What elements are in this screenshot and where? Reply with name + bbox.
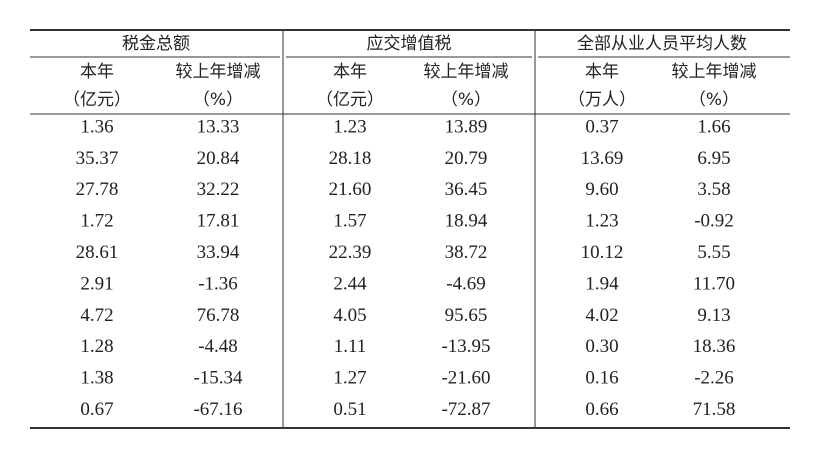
cell: 5.55 <box>697 242 730 263</box>
column-header: （%） <box>193 90 243 110</box>
cell: 22.39 <box>329 242 372 263</box>
cell: 28.61 <box>76 242 119 263</box>
cell: 4.05 <box>333 305 366 326</box>
cell: 2.44 <box>333 273 367 294</box>
cell: 18.94 <box>445 211 488 232</box>
cell: 0.67 <box>80 399 113 420</box>
cell: 28.18 <box>329 148 372 169</box>
group-header: 税金总额 <box>122 34 190 54</box>
cell: 32.22 <box>197 179 240 200</box>
cell: 36.45 <box>445 179 488 200</box>
cell: 1.66 <box>697 116 730 137</box>
cell: -1.36 <box>198 273 238 294</box>
cell: 33.94 <box>197 242 240 263</box>
cell: 13.89 <box>445 116 488 137</box>
group-header: 应交增值税 <box>367 34 452 54</box>
cell: 9.13 <box>697 305 730 326</box>
cell: 1.38 <box>80 368 113 389</box>
group-header: 全部从业人员平均人数 <box>577 34 747 54</box>
cell: 0.16 <box>585 368 618 389</box>
cell: 35.37 <box>76 148 119 169</box>
cell: 1.94 <box>585 273 619 294</box>
cell: 0.51 <box>333 399 366 420</box>
cell: -13.95 <box>441 336 490 357</box>
cell: 1.23 <box>585 211 618 232</box>
cell: 20.84 <box>197 148 240 169</box>
cell: 4.02 <box>585 305 618 326</box>
cell: -4.69 <box>446 273 486 294</box>
cell: 6.95 <box>697 148 730 169</box>
cell: 2.91 <box>80 273 113 294</box>
cell: -21.60 <box>441 368 490 389</box>
cell: -2.26 <box>694 368 734 389</box>
column-header: （亿元） <box>316 90 384 110</box>
cell: 10.12 <box>581 242 624 263</box>
cell: 0.37 <box>585 116 618 137</box>
cell: 1.57 <box>333 211 366 232</box>
cell: 1.36 <box>80 116 113 137</box>
column-header: （万人） <box>568 90 636 110</box>
cell: 20.79 <box>445 148 488 169</box>
cell: 1.72 <box>80 211 113 232</box>
cell: 1.28 <box>80 336 113 357</box>
column-header: 较上年增减 <box>672 62 757 82</box>
column-header: （亿元） <box>63 90 131 110</box>
cell: 21.60 <box>329 179 372 200</box>
column-header: 本年 <box>80 62 114 82</box>
cell: -72.87 <box>441 399 490 420</box>
column-header: 本年 <box>585 62 619 82</box>
cell: -67.16 <box>193 399 242 420</box>
cell: 13.69 <box>581 148 624 169</box>
cell: 17.81 <box>197 211 240 232</box>
cell: 1.11 <box>334 336 367 357</box>
cell: 38.72 <box>445 242 488 263</box>
column-header: 本年 <box>333 62 367 82</box>
cell: -0.92 <box>694 211 734 232</box>
cell: 9.60 <box>585 179 618 200</box>
cell: -15.34 <box>193 368 243 389</box>
cell: 95.65 <box>445 305 488 326</box>
cell: 3.58 <box>697 179 730 200</box>
cell: 1.27 <box>333 368 366 389</box>
column-header: 较上年增减 <box>424 62 509 82</box>
cell: -4.48 <box>198 336 238 357</box>
cell: 1.23 <box>333 116 366 137</box>
cell: 0.66 <box>585 399 618 420</box>
column-header: （%） <box>441 90 491 110</box>
cell: 0.30 <box>585 336 618 357</box>
cell: 13.33 <box>197 116 240 137</box>
column-header: （%） <box>689 90 739 110</box>
cell: 4.72 <box>80 305 113 326</box>
cell: 11.70 <box>693 273 735 294</box>
cell: 76.78 <box>197 305 240 326</box>
cell: 27.78 <box>76 179 119 200</box>
column-header: 较上年增减 <box>176 62 261 82</box>
cell: 71.58 <box>693 399 736 420</box>
cell: 18.36 <box>693 336 736 357</box>
